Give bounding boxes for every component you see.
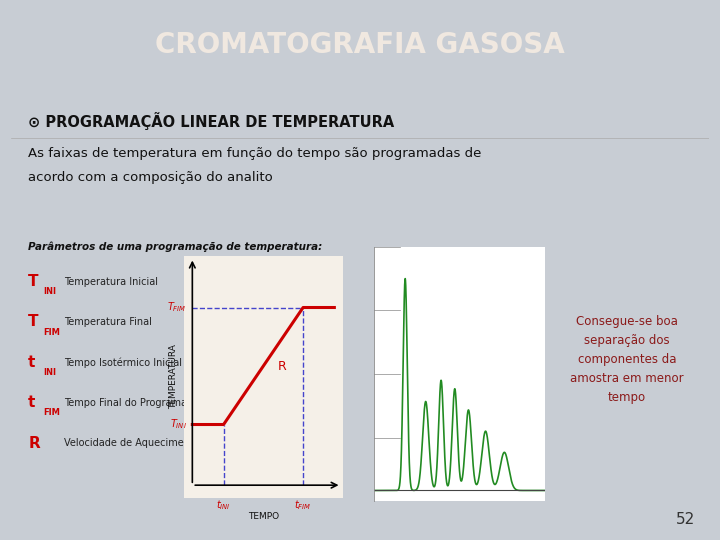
Text: T: T	[28, 274, 39, 289]
Text: Temperatura Inicial: Temperatura Inicial	[63, 276, 158, 287]
Text: Tempo Isotérmico Inicial: Tempo Isotérmico Inicial	[63, 357, 181, 368]
Text: acordo com a composição do analito: acordo com a composição do analito	[28, 171, 273, 184]
Text: CROMATOGRAFIA GASOSA: CROMATOGRAFIA GASOSA	[155, 31, 565, 58]
Text: INI: INI	[43, 368, 56, 377]
Text: 52: 52	[675, 511, 695, 526]
Text: INI: INI	[43, 287, 56, 296]
Text: t: t	[28, 395, 35, 410]
X-axis label: TEMPO: TEMPO	[248, 512, 279, 521]
Text: Velocidade de Aquecimento: Velocidade de Aquecimento	[63, 438, 199, 448]
Text: Tempo Final do Programa: Tempo Final do Programa	[63, 398, 186, 408]
Text: Parâmetros de uma programação de temperatura:: Parâmetros de uma programação de tempera…	[28, 241, 323, 252]
Text: As faixas de temperatura em função do tempo são programadas de: As faixas de temperatura em função do te…	[28, 147, 482, 160]
Text: Consegue-se boa
separação dos
componentes da
amostra em menor
tempo: Consegue-se boa separação dos componente…	[570, 315, 684, 404]
Text: $T_{INI}$: $T_{INI}$	[170, 417, 186, 431]
Text: FIM: FIM	[43, 408, 60, 417]
Y-axis label: TEMPERATURA: TEMPERATURA	[169, 345, 179, 409]
Text: R: R	[28, 436, 40, 451]
Text: T: T	[28, 314, 39, 329]
Text: t: t	[28, 355, 35, 370]
Text: Temperatura Final: Temperatura Final	[63, 317, 151, 327]
Text: $t_{INI}$: $t_{INI}$	[216, 498, 231, 512]
Text: FIM: FIM	[43, 328, 60, 336]
Text: R: R	[277, 360, 287, 373]
Text: $t_{FIM}$: $t_{FIM}$	[294, 498, 312, 512]
Text: ⊙ PROGRAMAÇÃO LINEAR DE TEMPERATURA: ⊙ PROGRAMAÇÃO LINEAR DE TEMPERATURA	[28, 112, 395, 130]
Text: $T_{FIM}$: $T_{FIM}$	[167, 301, 186, 314]
